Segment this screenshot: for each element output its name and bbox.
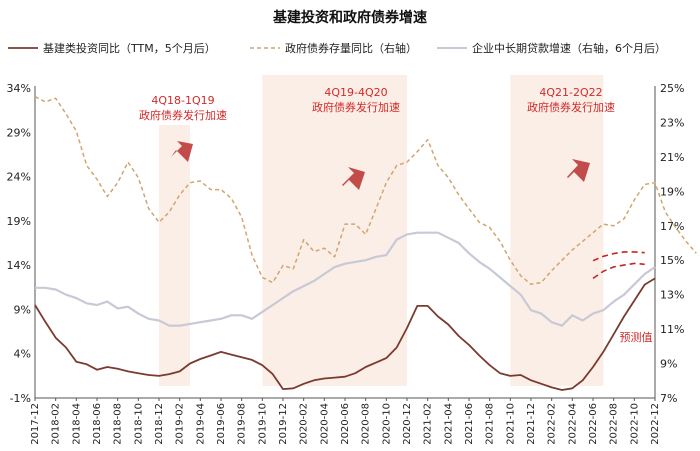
x-tick-label: 2019-12 [278,403,289,445]
x-tick-label: 2022-02 [547,403,558,445]
shaded-period [159,125,190,386]
x-tick-label: 2021-04 [443,403,454,445]
x-tick-label: 2021-02 [423,403,434,445]
annotation-desc-2: 政府债券发行加速 [312,100,400,114]
legend-label-bond: 政府债券存量同比（右轴） [285,41,417,55]
shaded-period [262,75,407,386]
right-tick-label: 11% [660,323,684,336]
left-tick-label: 4% [14,348,31,361]
left-tick-label: 24% [7,171,31,184]
x-tick-label: 2022-06 [588,403,599,445]
x-tick-label: 2021-08 [485,403,496,445]
series-infra-line [34,277,656,391]
x-tick-label: 2020-10 [381,403,392,445]
x-tick-label: 2018-04 [71,403,82,445]
left-tick-label: 34% [7,82,31,95]
x-tick-label: 2017-12 [30,403,41,445]
x-axis: 2017-12 2018-02 2018-04 2018-06 2018-08 2018-… [30,397,661,445]
annotation-period-2: 4Q19-4Q20 [324,86,387,99]
annotations: 4Q18-1Q19 政府债券发行加速 4Q19-4Q20 政府债券发行加速 4Q… [139,86,653,344]
x-tick-label: 2022-12 [650,403,661,445]
right-tick-label: 25% [660,82,684,95]
left-tick-label: -1% [10,392,31,405]
x-tick-label: 2021-12 [526,403,537,445]
x-tick-label: 2020-12 [402,403,413,445]
right-tick-label: 13% [660,289,684,302]
right-tick-label: 9% [660,358,677,371]
left-tick-label: 19% [7,215,31,228]
annotation-period-3: 4Q21-2Q22 [539,86,602,99]
right-tick-label: 23% [660,116,684,129]
x-tick-label: 2019-08 [237,403,248,445]
left-tick-label: 29% [7,126,31,139]
x-tick-label: 2018-10 [133,403,144,445]
series-forecast-b-line [592,262,645,280]
x-tick-label: 2020-06 [340,403,351,445]
x-tick-label: 2022-10 [629,403,640,445]
series-loan-line [35,231,656,327]
x-tick-label: 2018-06 [92,403,103,445]
x-tick-label: 2018-12 [154,403,165,445]
chart-title: 基建投资和政府债券增速 [273,9,427,26]
x-tick-label: 2019-02 [175,403,186,445]
x-tick-label: 2020-02 [299,403,310,445]
x-tick-label: 2020-08 [361,403,372,445]
x-tick-label: 2022-04 [567,403,578,445]
right-tick-label: 19% [660,185,684,198]
x-tick-label: 2019-10 [257,403,268,445]
left-tick-label: 14% [7,259,31,272]
left-tick-label: 9% [14,303,31,316]
annotation-period-1: 4Q18-1Q19 [151,94,214,107]
x-tick-label: 2018-02 [51,403,62,445]
right-axis: 7% 9% 11% 13% 15% 17% 19% 21% 23% 25% [654,82,684,405]
arrow-marks [170,141,590,190]
x-tick-label: 2020-04 [319,403,330,445]
series-forecast-a-line [592,251,645,262]
shaded-periods [159,75,604,386]
left-axis: -1% 4% 9% 14% 19% 24% 29% 34% [7,82,36,405]
arrow-icon-3 [567,159,590,182]
x-tick-label: 2021-06 [464,403,475,445]
right-tick-label: 7% [660,392,677,405]
right-tick-label: 15% [660,254,684,267]
x-tick-label: 2018-08 [113,403,124,445]
annotation-forecast: 预测值 [620,331,653,344]
x-tick-label: 2021-10 [505,403,516,445]
x-tick-label: 2019-04 [195,403,206,445]
right-tick-label: 21% [660,151,684,164]
series-layer [34,95,697,391]
arrow-icon-2 [342,167,365,190]
legend: 基建类投资同比（TTM，5个月后） 政府债券存量同比（右轴） 企业中长期贷款增速… [8,41,666,55]
shaded-period [510,75,604,386]
arrow-icon-1 [170,141,193,162]
legend-label-infra: 基建类投资同比（TTM，5个月后） [43,41,216,55]
legend-label-loan: 企业中长期贷款增速（右轴，6个月后） [472,41,666,55]
annotation-desc-1: 政府债券发行加速 [139,108,227,122]
x-tick-label: 2022-08 [609,403,620,445]
x-tick-label: 2019-06 [216,403,227,445]
right-tick-label: 17% [660,220,684,233]
annotation-desc-3: 政府债券发行加速 [527,100,615,114]
